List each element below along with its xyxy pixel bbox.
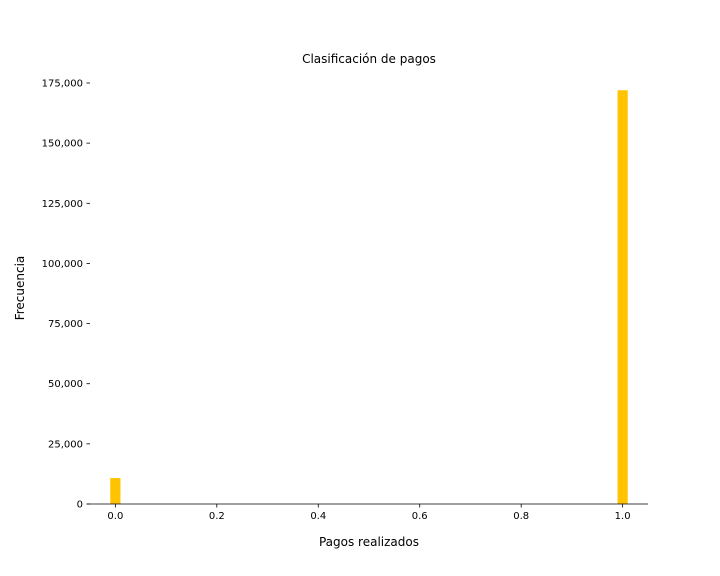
y-tick-label: 150,000 [42, 139, 83, 150]
x-tick-label: 0.0 [107, 511, 123, 522]
x-tick-label: 0.2 [209, 511, 225, 522]
y-tick-label: 175,000 [42, 79, 83, 90]
chart-title: Clasificación de pagos [302, 52, 436, 66]
x-tick-label: 1.0 [615, 511, 631, 522]
x-tick-label: 0.8 [513, 511, 529, 522]
y-tick-label: 75,000 [48, 319, 83, 330]
y-axis-title: Frecuencia [13, 256, 27, 321]
x-axis-title: Pagos realizados [319, 535, 419, 549]
x-tick-label: 0.6 [412, 511, 428, 522]
y-axis-ticks: 0 25,000 50,000 75,000 100,000 125,000 150,000… [42, 79, 90, 511]
bars-group [110, 90, 628, 505]
bar-0 [110, 478, 121, 504]
y-tick-label: 125,000 [42, 199, 83, 210]
y-tick-label: 100,000 [42, 259, 83, 270]
x-axis-ticks: 0.0 0.2 0.4 0.6 0.8 1.0 [107, 504, 631, 522]
y-tick-label: 0 [77, 500, 83, 511]
bar-1 [617, 90, 628, 505]
x-tick-label: 0.4 [310, 511, 326, 522]
y-tick-label: 25,000 [48, 439, 83, 450]
y-tick-label: 50,000 [48, 379, 83, 390]
